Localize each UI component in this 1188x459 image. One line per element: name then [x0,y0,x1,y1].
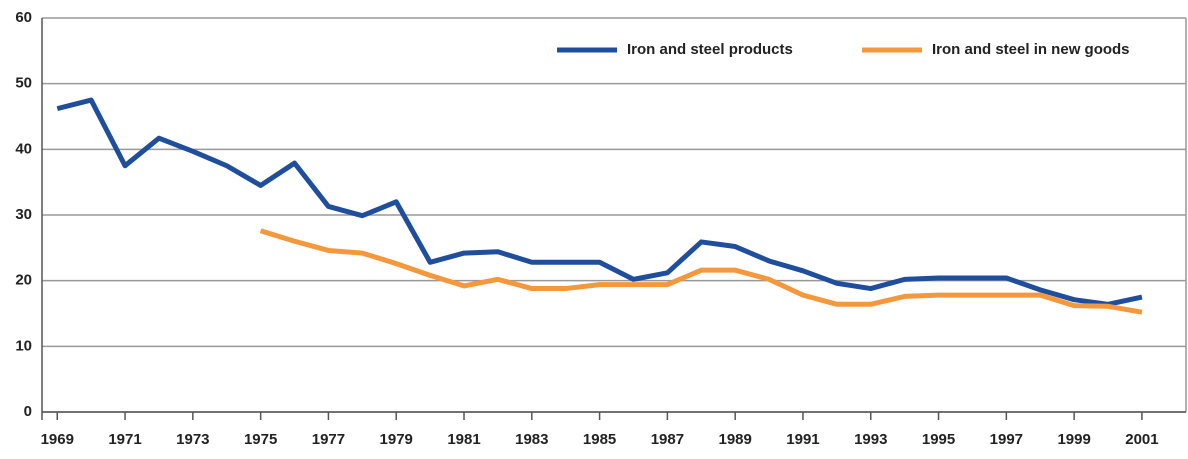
y-tick-label: 10 [15,337,32,354]
y-tick-label: 20 [15,272,32,289]
legend-label: Iron and steel products [627,41,793,58]
x-tick-label: 1995 [922,431,955,448]
series-line [259,228,1143,315]
x-tick-label: 1997 [990,431,1023,448]
legend-label: Iron and steel in new goods [932,41,1130,58]
x-tick-label: 1993 [854,431,887,448]
x-tick-label: 2001 [1125,431,1158,448]
y-tick-label: 40 [15,140,32,157]
x-tick-label: 1999 [1057,431,1090,448]
y-tick-label: 50 [15,75,32,92]
x-tick-label: 1977 [312,431,345,448]
x-tick-label: 1975 [244,431,277,448]
x-tick-label: 1991 [786,431,819,448]
x-tick-label: 1981 [447,431,480,448]
x-tick-label: 1989 [718,431,751,448]
x-tick-label: 1973 [176,431,209,448]
x-tick-label: 1979 [380,431,413,448]
x-tick-label: 1987 [651,431,684,448]
y-tick-label: 30 [15,206,32,223]
x-tick-label: 1971 [108,431,141,448]
y-tick-label: 0 [24,403,32,420]
x-tick-label: 1969 [41,431,74,448]
y-tick-label: 60 [15,9,32,26]
x-tick-label: 1985 [583,431,616,448]
x-tick-label: 1983 [515,431,548,448]
series-line [56,97,1143,307]
